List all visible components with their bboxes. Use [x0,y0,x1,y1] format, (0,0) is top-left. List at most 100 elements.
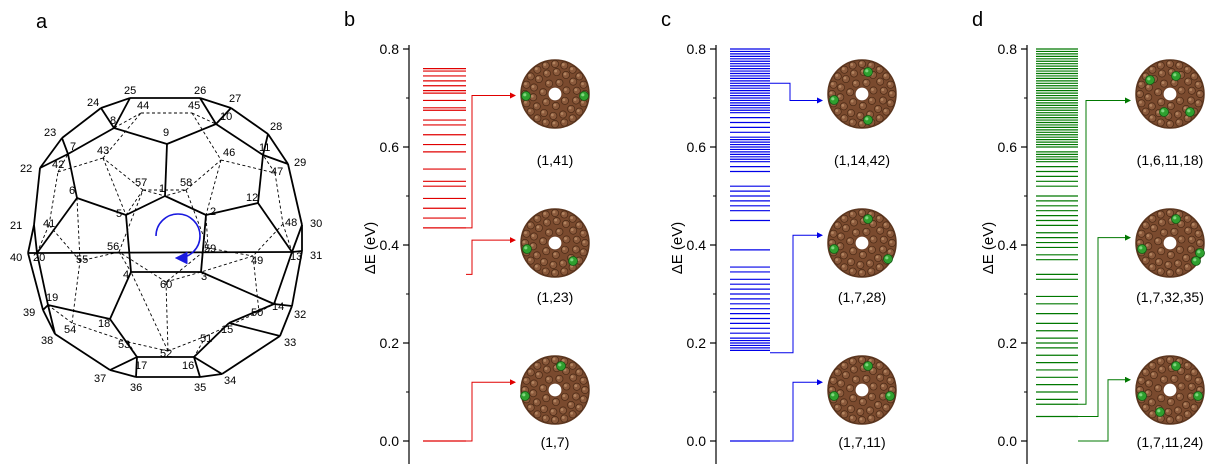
back-bond [252,255,260,313]
atom-number-label: 9 [163,127,169,139]
fullerene-molecule-icon [827,59,897,129]
front-bond [125,195,166,216]
atom-number-label: 12 [246,192,258,204]
fullerene-molecule-icon [520,208,590,278]
front-bond [291,250,303,253]
front-bond [262,133,269,156]
atom-number-label: 52 [160,348,172,360]
back-bond [165,247,209,283]
fullerene-molecule-icon [520,355,590,425]
front-bond [199,373,223,378]
front-bond [279,305,293,337]
back-bond [102,157,127,216]
front-bond [193,356,201,378]
atom-number-label: 20 [33,252,45,264]
front-bond [273,303,293,307]
front-bond [164,143,168,197]
atom-number-label: 55 [76,254,88,266]
back-bond [57,153,69,173]
front-bond [61,107,102,139]
y-tick-label: 0.8 [998,41,1018,57]
atom-number-label: 59 [204,243,216,255]
front-bond [76,197,127,216]
atom-number-label: 16 [182,360,194,372]
atom-number-label: 48 [285,217,297,229]
atom-number-label: 21 [10,220,22,232]
y-tick-label: 0.2 [998,335,1018,351]
front-bond [54,333,111,371]
front-bond [113,97,131,129]
front-bond [47,304,56,335]
front-bond [109,369,137,378]
front-bond [193,356,223,375]
atom-number-label: 32 [294,309,306,321]
atom-number-label: 30 [310,218,322,230]
fullerene-front-bonds [27,97,303,378]
front-bond [33,167,41,226]
configuration-label: (1,7,32,35) [1136,289,1204,305]
y-axis-label: ΔE (eV) [980,222,997,275]
annotation-arrow [770,379,823,442]
back-bond [71,260,81,324]
back-bond [165,281,169,352]
atom-number-label: 47 [271,166,283,178]
y-tick-label: 0.0 [687,433,707,449]
atom-number-label: 14 [272,301,284,313]
atom-number-label: 10 [220,111,232,123]
atom-number-label: 41 [43,218,55,230]
front-bond [61,137,69,155]
front-bond [27,252,44,311]
atom-number-label: 4 [123,269,129,281]
front-bond [287,163,303,226]
panel-label-c: c [661,9,671,31]
annotation-arrow [1078,234,1131,417]
rotation-arrow-icon [155,213,201,265]
fullerene-molecule-icon [1135,59,1205,129]
atom-number-label: 56 [107,241,119,253]
atom-number-label: 49 [251,255,263,267]
configuration-label: (1,14,42) [834,152,890,168]
back-bond [200,255,254,273]
y-tick-label: 0.4 [380,237,400,253]
front-bond [230,107,269,135]
front-bond [33,224,38,254]
back-bond [57,157,104,173]
front-bond [100,107,115,129]
configuration-label: (1,7,11) [838,434,885,450]
atom-number-label: 7 [70,141,76,153]
atom-number-label: 18 [98,318,110,330]
atom-number-label: 35 [194,382,206,394]
back-bond [48,171,59,226]
atom-number-label: 1 [159,183,165,195]
front-bond [67,153,78,199]
configuration-label: (1,41) [537,152,574,168]
atom-number-label: 22 [20,163,32,175]
atom-number-label: 8 [110,115,116,127]
back-bond [193,335,207,358]
front-bond [39,153,69,169]
configuration-label: (1,23) [537,289,574,305]
front-bond [291,224,303,253]
front-bond [113,127,168,145]
front-bond [199,97,217,125]
back-bond [76,197,81,262]
atom-number-label: 11 [259,142,270,154]
atom-number-label: 46 [223,147,235,159]
front-bond [39,137,63,169]
y-tick-label: 0.8 [380,41,400,57]
front-bond [228,303,275,324]
atom-number-label: 27 [229,93,241,105]
y-tick-label: 0.4 [998,237,1018,253]
panel-c-spectrum: 0.0 0.2 0.4 0.6 0.8 ΔE (eV) (1,14,42) (1,7,28) (… [669,41,897,464]
atom-number-label: 50 [251,307,263,319]
atom-number-label: 29 [294,157,306,169]
front-bond [221,335,281,375]
back-bond [127,341,169,352]
atom-number-label: 31 [310,250,322,262]
front-bond [205,202,259,216]
fullerene-molecule-icon [827,355,897,425]
back-bond [118,251,167,283]
atom-number-label: 43 [97,145,109,157]
atom-number-label: 19 [46,292,58,304]
back-bond [167,335,207,352]
